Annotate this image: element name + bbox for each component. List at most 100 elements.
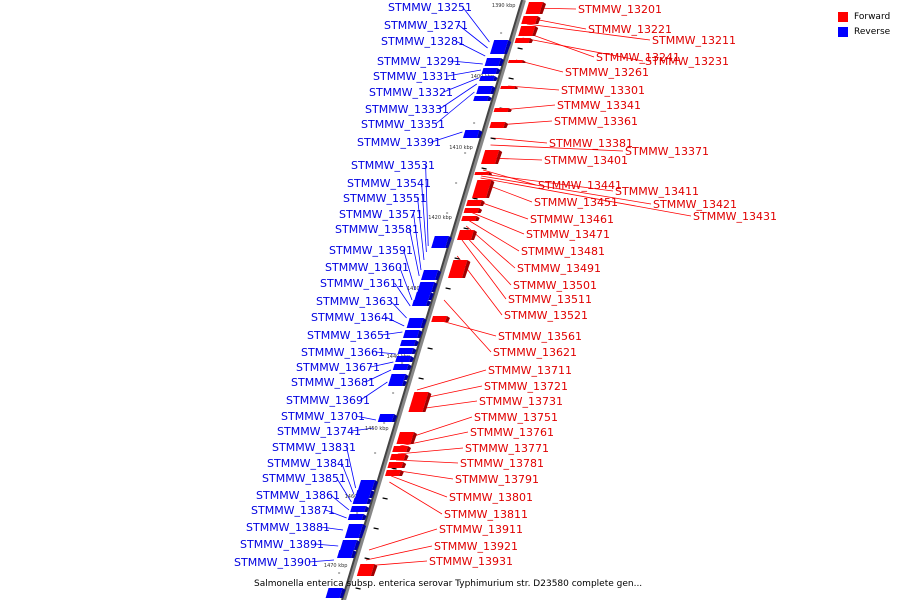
- reverse-gene-glyph: [340, 540, 357, 550]
- connector-forward: [492, 137, 548, 144]
- connector-forward: [480, 177, 692, 217]
- reverse-gene-glyph: [431, 236, 449, 248]
- reverse-gene-glyph: [484, 58, 501, 66]
- connector-reverse: [325, 509, 347, 519]
- legend-reverse: Reverse: [838, 24, 890, 39]
- gene-label-forward: STMMW_13931: [429, 555, 513, 568]
- gene-label-forward: STMMW_13231: [645, 55, 729, 68]
- reverse-gene-glyph: [481, 68, 498, 74]
- reverse-gene-glyph: [476, 86, 493, 94]
- gene-label-reverse: STMMW_13871: [251, 504, 335, 517]
- gene-glyph-side: [528, 38, 534, 43]
- axis-tick-label: 1420 kbp: [428, 215, 452, 221]
- gene-label-forward: STMMW_13301: [561, 84, 645, 97]
- forward-gene-glyph: [493, 108, 509, 112]
- gene-label-reverse: STMMW_13601: [325, 261, 409, 274]
- reverse-gene-glyph: [490, 40, 509, 54]
- gene-glyph-side: [402, 380, 407, 386]
- connector-reverse: [360, 381, 388, 401]
- gene-label-reverse: STMMW_13891: [240, 538, 324, 551]
- forward-gene-glyph: [474, 172, 490, 175]
- gene-label-forward: STMMW_13501: [513, 279, 597, 292]
- gene-label-reverse: STMMW_13631: [316, 295, 400, 308]
- connector-forward: [470, 211, 525, 235]
- reverse-gene-glyph: [400, 340, 416, 346]
- gene-label-reverse: STMMW_13641: [311, 311, 395, 324]
- connector-reverse: [443, 77, 479, 93]
- gene-glyph-side: [366, 498, 372, 504]
- reverse-gene-glyph: [358, 480, 375, 490]
- forward-gene-glyph: [431, 316, 447, 322]
- gene-glyph-side: [462, 260, 471, 278]
- axis-minor-tick: [445, 287, 451, 290]
- gene-glyph-side: [514, 86, 519, 89]
- gene-label-forward: STMMW_13521: [504, 309, 588, 322]
- gene-glyph-side: [369, 490, 375, 498]
- gene-label-forward: STMMW_13491: [517, 262, 601, 275]
- axis-minor-tick: [427, 347, 433, 350]
- forward-gene-glyph: [385, 470, 401, 476]
- connector-reverse: [403, 249, 416, 291]
- gene-glyph-side: [410, 432, 417, 444]
- connector-reverse: [462, 6, 490, 43]
- axis-minor-tick: [490, 137, 496, 140]
- gene-label-reverse: STMMW_13741: [277, 425, 361, 438]
- gene-label-forward: STMMW_13421: [653, 198, 737, 211]
- forward-gene-glyph: [457, 230, 474, 240]
- connector-forward: [365, 545, 433, 561]
- forward-gene-glyph: [514, 38, 531, 43]
- axis-minor-tick: [364, 557, 370, 560]
- gene-glyph-side: [403, 374, 409, 380]
- gene-label-reverse: STMMW_13331: [365, 103, 449, 116]
- gene-label-reverse: STMMW_13351: [361, 118, 445, 131]
- gene-label-forward: STMMW_13471: [526, 228, 610, 241]
- gene-label-forward: STMMW_13711: [488, 364, 572, 377]
- gene-label-reverse: STMMW_13311: [373, 70, 457, 83]
- reverse-gene-glyph: [392, 364, 409, 370]
- gene-glyph-side: [428, 292, 434, 300]
- gene-label-forward: STMMW_13781: [460, 457, 544, 470]
- strand-legend: Forward Reverse: [838, 9, 890, 39]
- gene-label-forward: STMMW_13911: [439, 523, 523, 536]
- gene-glyph-side: [495, 150, 503, 164]
- gene-label-reverse: STMMW_13901: [234, 556, 318, 569]
- gene-glyph-side: [409, 356, 414, 362]
- gene-label-reverse: STMMW_13701: [281, 410, 365, 423]
- gene-glyph-side: [406, 364, 412, 370]
- connector-forward: [508, 85, 560, 91]
- connector-forward: [526, 23, 651, 41]
- gene-glyph-side: [372, 480, 378, 490]
- connector-reverse: [320, 526, 344, 531]
- axis-minor-tick: [517, 47, 523, 50]
- axis-tick-label: 1470 kbp: [324, 563, 348, 569]
- forward-gene-glyph: [472, 180, 492, 198]
- gene-label-reverse: STMMW_13291: [377, 55, 461, 68]
- forward-gene-glyph: [466, 200, 482, 206]
- reverse-gene-glyph: [344, 524, 363, 538]
- gene-label-forward: STMMW_13441: [538, 179, 622, 192]
- reverse-gene-glyph: [388, 380, 404, 386]
- gene-label-forward: STMMW_13211: [652, 34, 736, 47]
- legend-reverse-label: Reverse: [854, 26, 891, 37]
- gene-label-forward: STMMW_13431: [693, 210, 777, 223]
- gene-label-reverse: STMMW_13831: [272, 441, 356, 454]
- gene-label-forward: STMMW_13921: [434, 540, 518, 553]
- gene-label-reverse: STMMW_13661: [301, 346, 385, 359]
- gene-glyph-side: [403, 454, 409, 460]
- forward-gene-glyph: [508, 60, 523, 63]
- reverse-gene-glyph: [352, 498, 369, 504]
- gene-label-reverse: STMMW_13251: [388, 1, 472, 14]
- gene-label-forward: STMMW_13451: [534, 196, 618, 209]
- reverse-gene-glyph: [389, 374, 406, 380]
- gene-label-forward: STMMW_13261: [565, 66, 649, 79]
- axis-minor-tick: [463, 227, 469, 230]
- connector-reverse: [435, 91, 475, 125]
- axis-minor-tick: [481, 167, 487, 170]
- reverse-gene-glyph: [337, 550, 354, 558]
- gene-label-forward: STMMW_13621: [493, 346, 577, 359]
- gene-label-forward: STMMW_13791: [455, 473, 539, 486]
- gene-label-forward: STMMW_13461: [530, 213, 614, 226]
- connector-reverse: [455, 40, 486, 57]
- connector-reverse: [390, 300, 407, 319]
